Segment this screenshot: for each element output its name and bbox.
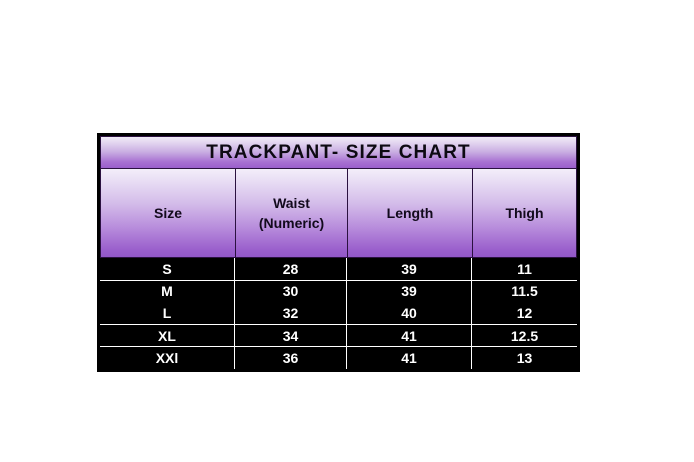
cell-length: 41 — [347, 347, 472, 369]
cell-waist: 32 — [235, 302, 347, 324]
cell-thigh: 13 — [516, 350, 533, 367]
column-header-waist-line2: (Numeric) — [258, 215, 325, 231]
cell-size: M — [100, 280, 235, 303]
cell-waist: 34 — [235, 324, 347, 347]
cell-length: 39 — [347, 258, 472, 280]
size-chart-table: TRACKPANT- SIZE CHART Size Waist (Numeri… — [97, 133, 580, 372]
table-row: S 28 39 11 — [100, 258, 577, 280]
cell-thigh: 12 — [516, 304, 533, 321]
cell-thigh: 11 — [517, 260, 532, 277]
table-row: L 32 40 12 — [100, 302, 577, 324]
cell-waist: 36 — [235, 347, 347, 369]
column-header-length-line1: Length — [386, 204, 434, 221]
table-row: XL 34 41 12.5 — [100, 323, 577, 347]
column-header-size-line1: Size — [153, 204, 182, 221]
table-row: XXl 36 41 13 — [100, 346, 577, 369]
cell-length: 39 — [347, 280, 472, 303]
cell-size: L — [100, 302, 235, 324]
chart-title: TRACKPANT- SIZE CHART — [206, 142, 471, 163]
cell-thigh: 11.5 — [511, 283, 538, 300]
table-row: M 30 39 11.5 — [100, 279, 577, 303]
cell-waist: 28 — [235, 258, 347, 280]
cell-size: XXl — [100, 347, 235, 369]
cell-size: S — [100, 258, 235, 280]
cell-waist: 30 — [235, 280, 347, 303]
column-header-thigh: Thigh — [473, 169, 576, 257]
table-body: S 28 39 11 M 30 39 11.5 L 32 40 12 XL 34… — [100, 258, 577, 369]
chart-title-bar: TRACKPANT- SIZE CHART — [100, 136, 577, 169]
column-header-waist-line1: Waist — [273, 194, 310, 211]
column-header-waist: Waist (Numeric) — [236, 169, 348, 257]
cell-length: 40 — [347, 302, 472, 324]
column-header-thigh-line1: Thigh — [505, 204, 544, 221]
table-header-row: Size Waist (Numeric) Length Thigh — [100, 169, 577, 258]
column-header-size: Size — [101, 169, 236, 257]
cell-thigh: 12.5 — [510, 327, 539, 344]
cell-length: 41 — [347, 324, 472, 347]
cell-size: XL — [100, 324, 235, 347]
column-header-length: Length — [348, 169, 473, 257]
